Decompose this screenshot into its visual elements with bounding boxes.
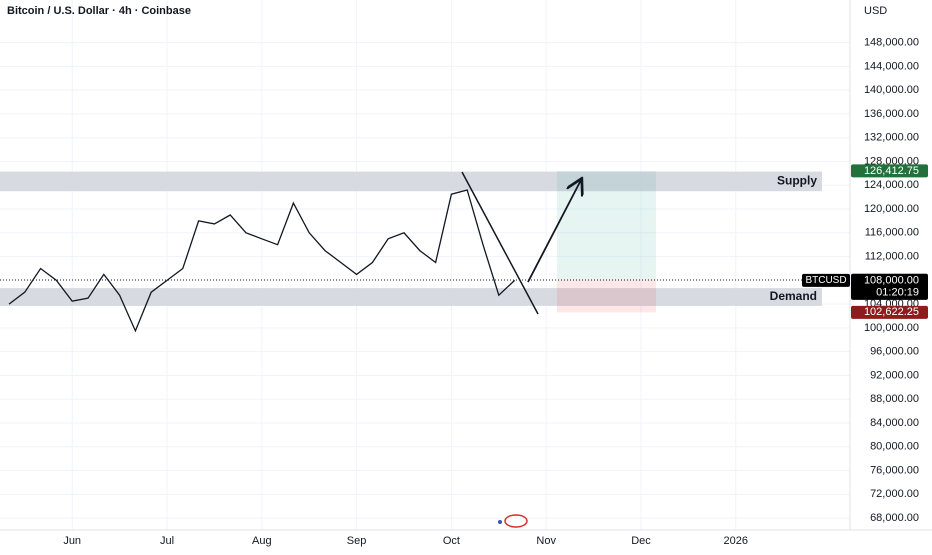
- symbol-tag-label: BTCUSD: [805, 275, 846, 286]
- zone-label: Supply: [777, 174, 817, 188]
- y-tick-label: 80,000.00: [870, 441, 919, 453]
- x-tick-label: Nov: [536, 535, 556, 547]
- y-tick-label: 68,000.00: [870, 512, 919, 524]
- y-tick-label: 120,000.00: [864, 203, 919, 215]
- y-tick-label: 96,000.00: [870, 346, 919, 358]
- y-tick-label: 132,000.00: [864, 132, 919, 144]
- y-tick-label: 84,000.00: [870, 417, 919, 429]
- logo: [498, 514, 528, 528]
- y-tick-label: 136,000.00: [864, 108, 919, 120]
- price-tag: [851, 164, 928, 178]
- y-tick-label: 112,000.00: [865, 250, 919, 262]
- y-tick-label: 72,000.00: [870, 488, 919, 500]
- target-box: [557, 170, 656, 281]
- zone: [0, 171, 822, 192]
- price-tag-label: 102,622.25: [864, 306, 919, 318]
- chart-title: Bitcoin / U.S. Dollar · 4h · Coinbase: [7, 5, 191, 17]
- y-tick-label: 88,000.00: [870, 393, 919, 405]
- x-tick-label: 2026: [724, 535, 748, 547]
- y-tick-label: 148,000.00: [864, 37, 919, 49]
- zone: [0, 288, 822, 306]
- y-tick-label: 128,000.00: [864, 155, 919, 167]
- y-tick-label: 92,000.00: [870, 369, 919, 381]
- price-line: [8, 189, 516, 333]
- x-tick-label: Aug: [252, 535, 272, 547]
- y-tick-label: 116,000.00: [865, 227, 919, 239]
- price-tag: [851, 273, 928, 300]
- x-tick-label: Sep: [347, 535, 367, 547]
- x-tick-label: Jun: [63, 535, 81, 547]
- projection-arrow: [527, 180, 581, 283]
- y-tick-label: 100,000.00: [864, 322, 919, 334]
- countdown: 01:20:19: [876, 286, 919, 298]
- symbol-tag: [802, 273, 850, 287]
- x-tick-label: Dec: [631, 535, 651, 547]
- price-tag-label: 126,412.75: [864, 165, 919, 177]
- y-tick-label: 140,000.00: [864, 84, 919, 96]
- axis-unit: USD: [864, 5, 887, 17]
- price-tag: [851, 305, 928, 319]
- y-tick-label: 124,000.00: [864, 179, 919, 191]
- x-tick-label: Oct: [443, 535, 460, 547]
- zone-label: Demand: [770, 289, 817, 303]
- y-tick-label: 144,000.00: [864, 60, 919, 72]
- price-tag-label: 108,000.00: [864, 274, 919, 286]
- x-tick-label: Jul: [160, 535, 174, 547]
- trend-line: [461, 171, 539, 315]
- stop-box: [557, 280, 656, 313]
- y-tick-label: 76,000.00: [870, 464, 919, 476]
